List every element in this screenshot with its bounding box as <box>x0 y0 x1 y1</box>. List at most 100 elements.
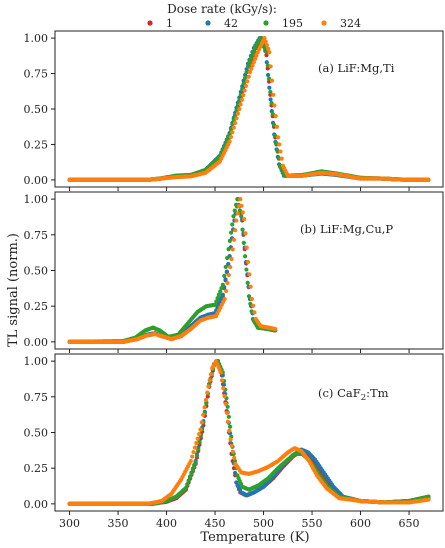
legend-entry-324: 324 <box>321 17 361 30</box>
data-point <box>222 394 227 399</box>
data-point <box>233 228 238 233</box>
series-42 <box>67 359 431 506</box>
x-tick-label: 450 <box>205 517 226 530</box>
legend-marker-195 <box>263 20 269 26</box>
data-point <box>191 449 196 455</box>
data-point <box>220 292 225 297</box>
data-point <box>219 378 225 383</box>
panel-label-main: (a) LiF:Mg,Ti <box>318 61 395 75</box>
panel-3: 0.00 0.25 0.50 0.75 1.00 300 350 400 450 500 550 60… <box>24 353 444 530</box>
data-point <box>242 217 247 222</box>
panel-label-main: (b) LiF:Mg,Cu,P <box>300 222 393 236</box>
legend-entry-1: 1 <box>147 17 173 30</box>
data-point <box>243 254 248 259</box>
data-point <box>252 310 257 315</box>
data-point <box>229 256 234 262</box>
series-324 <box>67 35 431 183</box>
data-point <box>230 130 235 135</box>
data-point <box>225 255 230 261</box>
data-point <box>274 124 279 129</box>
data-point <box>276 135 281 140</box>
x-tick-label: 550 <box>302 517 323 530</box>
data-point <box>183 486 189 491</box>
data-point <box>245 280 250 285</box>
data-point <box>268 97 273 102</box>
data-point <box>271 92 276 97</box>
data-point <box>266 46 271 51</box>
x-tick-label: 600 <box>350 517 371 530</box>
y-tick-label: 0.25 <box>24 138 49 151</box>
data-point <box>227 428 232 433</box>
data-point <box>223 401 228 407</box>
data-point <box>226 246 231 252</box>
data-point <box>195 436 200 441</box>
data-point <box>234 116 239 121</box>
data-point <box>265 72 271 78</box>
data-point <box>251 303 256 308</box>
data-point <box>248 56 253 62</box>
data-point <box>226 419 231 424</box>
data-point <box>273 113 278 119</box>
data-point <box>231 237 237 242</box>
data-point <box>426 177 431 183</box>
data-point <box>267 50 272 55</box>
data-point <box>230 247 235 252</box>
data-point <box>244 70 249 75</box>
y-tick-label: 0.75 <box>24 68 49 81</box>
x-tick-label: 650 <box>399 517 420 530</box>
data-point <box>230 222 235 227</box>
data-point <box>239 97 245 102</box>
data-point <box>277 142 282 147</box>
panel-label-main: (c) CaF <box>318 386 361 400</box>
data-point <box>262 35 267 41</box>
panel-1: 0.00 0.25 0.50 0.75 1.00 (a) LiF:Mg,Ti <box>24 30 444 191</box>
data-point <box>243 231 248 236</box>
data-point <box>235 197 240 202</box>
data-point <box>232 455 237 460</box>
x-tick-label: 350 <box>108 517 129 530</box>
data-point <box>188 458 193 464</box>
data-point <box>215 295 220 301</box>
panel-2: 0.00 0.25 0.50 0.75 1.00 (b) LiF:Mg,Cu,P <box>24 191 444 353</box>
panels: 0.00 0.25 0.50 0.75 1.00 (a) LiF:Mg,Ti 0.00 0.2… <box>24 30 444 530</box>
data-point <box>190 454 195 459</box>
panel-label-subscript: 2 <box>361 393 366 403</box>
data-point <box>273 326 278 332</box>
data-point <box>268 89 273 95</box>
data-point <box>243 75 248 80</box>
data-point <box>234 218 239 223</box>
y-tick-label: 1.00 <box>24 32 49 45</box>
legend-title: Dose rate (kGy/s): <box>167 2 277 16</box>
data-point <box>269 100 274 106</box>
data-point <box>212 302 218 307</box>
data-point <box>208 372 214 377</box>
data-point <box>218 289 223 294</box>
data-point <box>267 85 272 90</box>
data-point <box>225 280 230 286</box>
data-point <box>224 269 229 274</box>
data-point <box>245 64 251 69</box>
data-point <box>244 267 249 272</box>
data-point <box>258 35 263 41</box>
panel-label: (a) LiF:Mg,Ti <box>318 61 395 75</box>
series-195 <box>67 359 431 506</box>
data-point <box>228 264 233 270</box>
data-point <box>222 296 227 302</box>
data-point <box>278 149 283 154</box>
data-point <box>251 60 256 65</box>
legend-entry-195: 195 <box>263 17 303 30</box>
data-point <box>231 214 236 219</box>
series-324 <box>67 197 278 344</box>
series-42 <box>67 35 431 183</box>
data-point <box>247 60 252 65</box>
data-point <box>193 460 198 465</box>
data-point <box>249 296 255 302</box>
legend-label-195: 195 <box>282 17 303 30</box>
data-point <box>272 103 277 108</box>
data-point <box>241 240 246 246</box>
x-axis-label: Temperature (K) <box>200 530 309 545</box>
legend-entries: 1 42 195 324 <box>147 17 361 30</box>
y-axis-label: TL signal (norm.) <box>6 233 21 347</box>
y-tick-label: 0.75 <box>24 391 49 404</box>
